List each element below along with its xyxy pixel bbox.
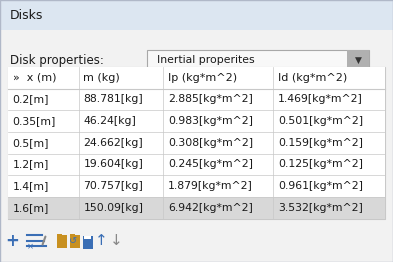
Text: 1.879[kg*m^2]: 1.879[kg*m^2]	[168, 181, 253, 191]
Bar	[8, 110, 385, 132]
Text: 0.245[kg*m^2]: 0.245[kg*m^2]	[168, 160, 253, 170]
Text: 24.662[kg]: 24.662[kg]	[83, 138, 143, 148]
Bar	[0, 0, 393, 30]
Bar	[83, 236, 93, 249]
Text: Id (kg*m^2): Id (kg*m^2)	[278, 73, 347, 83]
Text: 0.5[m]: 0.5[m]	[13, 138, 49, 148]
Text: 3.532[kg*m^2]: 3.532[kg*m^2]	[278, 203, 363, 213]
Text: Inertial properites: Inertial properites	[157, 55, 255, 65]
Text: 0.308[kg*m^2]: 0.308[kg*m^2]	[168, 138, 253, 148]
Text: 0.125[kg*m^2]: 0.125[kg*m^2]	[278, 160, 363, 170]
Text: »  x (m): » x (m)	[13, 73, 56, 83]
Text: 1.469[kg*m^2]: 1.469[kg*m^2]	[278, 94, 363, 104]
Text: 0.501[kg*m^2]: 0.501[kg*m^2]	[278, 116, 363, 126]
Bar	[147, 50, 369, 71]
Text: 1.2[m]: 1.2[m]	[13, 160, 49, 170]
Text: Ip (kg*m^2): Ip (kg*m^2)	[168, 73, 237, 83]
Bar	[70, 234, 75, 238]
Text: Disk properties:: Disk properties:	[10, 54, 104, 67]
Text: 0.961[kg*m^2]: 0.961[kg*m^2]	[278, 181, 363, 191]
Bar	[0, 30, 393, 262]
Text: ×: ×	[26, 243, 33, 252]
Text: 1.4[m]: 1.4[m]	[13, 181, 49, 191]
Bar	[8, 175, 385, 197]
Bar	[8, 132, 385, 154]
Bar	[70, 235, 80, 248]
Text: 6.942[kg*m^2]: 6.942[kg*m^2]	[168, 203, 253, 213]
Text: 150.09[kg]: 150.09[kg]	[83, 203, 143, 213]
Bar	[347, 50, 369, 71]
Text: +: +	[5, 232, 19, 249]
Text: 88.781[kg]: 88.781[kg]	[83, 94, 143, 104]
Text: 1.6[m]: 1.6[m]	[13, 203, 49, 213]
Bar	[8, 89, 385, 110]
Bar	[57, 235, 67, 248]
Bar	[57, 234, 62, 238]
Text: Disks: Disks	[10, 9, 43, 21]
Bar	[84, 236, 91, 239]
Bar	[8, 67, 385, 89]
Text: ▼: ▼	[354, 56, 362, 65]
Text: 19.604[kg]: 19.604[kg]	[83, 160, 143, 170]
Text: 0.2[m]: 0.2[m]	[13, 94, 49, 104]
Text: 0.35[m]: 0.35[m]	[13, 116, 56, 126]
Text: m (kg): m (kg)	[83, 73, 120, 83]
Text: 46.24[kg]: 46.24[kg]	[83, 116, 136, 126]
Bar	[8, 154, 385, 175]
Bar	[8, 197, 385, 219]
Text: ↓: ↓	[110, 233, 122, 248]
Bar	[8, 67, 385, 219]
Text: 2.885[kg*m^2]: 2.885[kg*m^2]	[168, 94, 253, 104]
Text: ↑: ↑	[95, 233, 108, 248]
Text: 0.983[kg*m^2]: 0.983[kg*m^2]	[168, 116, 253, 126]
Text: 70.757[kg]: 70.757[kg]	[83, 181, 143, 191]
Text: ↺: ↺	[70, 236, 77, 245]
Text: 0.159[kg*m^2]: 0.159[kg*m^2]	[278, 138, 363, 148]
